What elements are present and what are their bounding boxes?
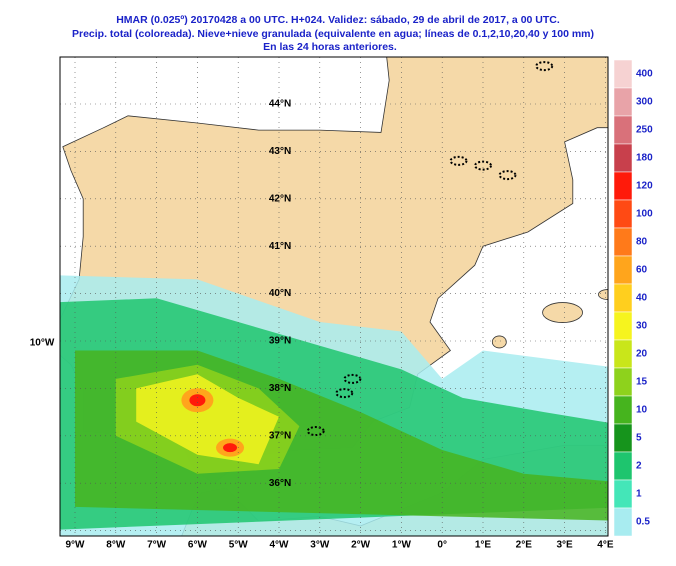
longitude-label: 2°E: [516, 540, 533, 551]
colorbar-swatch: [613, 255, 633, 285]
colorbar-label: 5: [636, 433, 642, 444]
island: [542, 302, 583, 323]
latitude-label: 38°N: [269, 383, 291, 394]
latitude-label: 44°N: [269, 99, 291, 110]
longitude-label: 8°W: [106, 540, 126, 551]
longitude-label: 3°E: [556, 540, 573, 551]
colorbar-swatch: [613, 171, 633, 201]
snow-contour: [306, 426, 325, 437]
colorbar-label: 1: [636, 489, 642, 500]
longitude-label: 1°W: [392, 540, 412, 551]
colorbar-swatch: [613, 339, 633, 369]
latitude-label: 39°N: [269, 336, 291, 347]
longitude-label: 9°W: [66, 540, 86, 551]
colorbar-label: 250: [636, 125, 653, 136]
map-frame: [59, 56, 609, 537]
latitude-label: 42°N: [269, 193, 291, 204]
longitude-label: 3°W: [310, 540, 330, 551]
latitude-label: 36°N: [269, 478, 291, 489]
snow-contour: [449, 155, 468, 166]
longitude-label: 2°W: [351, 540, 371, 551]
side-label: 10°W: [30, 338, 55, 349]
snow-contour: [343, 373, 362, 384]
colorbar-swatch: [613, 87, 633, 117]
colorbar-label: 20: [636, 349, 648, 360]
island: [491, 335, 507, 349]
colorbar-label: 0.5: [636, 517, 650, 528]
title-line: En las 24 horas anteriores.: [263, 41, 397, 53]
colorbar-swatch: [613, 311, 633, 341]
snow-contour: [474, 160, 492, 171]
longitude-label: 6°W: [188, 540, 208, 551]
colorbar-label: 30: [636, 321, 648, 332]
colorbar-label: 80: [636, 237, 648, 248]
map-area: [60, 57, 608, 536]
longitude-label: 7°W: [147, 540, 167, 551]
colorbar-swatch: [613, 59, 633, 89]
colorbar-swatch: [613, 199, 633, 229]
colorbar-swatch: [613, 143, 633, 173]
latitude-label: 37°N: [269, 430, 291, 441]
colorbar-label: 100: [636, 209, 653, 220]
colorbar-label: 180: [636, 153, 653, 164]
longitude-label: 4°W: [270, 540, 290, 551]
colorbar-swatch: [613, 115, 633, 145]
longitude-label: 1°E: [475, 540, 492, 551]
latitude-label: 41°N: [269, 241, 291, 252]
longitude-label: 4°E: [597, 540, 614, 551]
snow-contour: [535, 61, 554, 72]
colorbar-swatch: [613, 507, 633, 537]
title-line: HMAR (0.025º) 20170428 a 00 UTC. H+024. …: [116, 14, 560, 26]
precipitation: [136, 374, 279, 465]
snow-contour: [498, 170, 517, 181]
colorbar-swatch: [613, 479, 633, 509]
colorbar-label: 60: [636, 265, 648, 276]
colorbar-label: 300: [636, 97, 653, 108]
colorbar-swatch: [613, 423, 633, 453]
colorbar-swatch: [613, 283, 633, 313]
colorbar-label: 400: [636, 69, 653, 80]
colorbar-label: 120: [636, 181, 653, 192]
colorbar-swatch: [613, 367, 633, 397]
colorbar-label: 10: [636, 405, 648, 416]
colorbar-swatch: [613, 395, 633, 425]
colorbar-swatch: [613, 227, 633, 257]
precipitation: [189, 394, 206, 407]
precipitation: [223, 443, 238, 453]
longitude-label: 0°: [437, 540, 447, 551]
island: [598, 289, 608, 300]
colorbar-label: 40: [636, 293, 648, 304]
title-line: Precip. total (coloreada). Nieve+nieve g…: [72, 28, 594, 40]
latitude-label: 43°N: [269, 146, 291, 157]
snow-contour: [335, 388, 354, 399]
longitude-label: 5°W: [229, 540, 249, 551]
latitude-label: 40°N: [269, 288, 291, 299]
colorbar-label: 2: [636, 461, 642, 472]
colorbar-swatch: [613, 451, 633, 481]
colorbar-label: 15: [636, 377, 648, 388]
